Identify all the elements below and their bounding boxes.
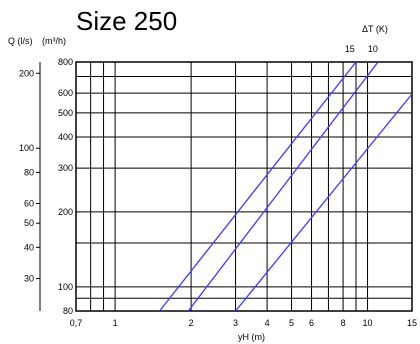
x-tick-label: 3 (233, 318, 238, 328)
plot-frame (76, 62, 412, 311)
m3h-tick-label: 400 (58, 132, 73, 142)
m3h-tick-label: 300 (58, 163, 73, 173)
ls-tick-label: 50 (24, 218, 34, 228)
m3h-tick-label: 800 (58, 57, 73, 67)
ls-tick-label: 40 (24, 242, 34, 252)
m3h-tick-label: 200 (58, 207, 73, 217)
series-line (188, 62, 378, 311)
x-tick-label: 6 (309, 318, 314, 328)
ls-tick-label: 200 (19, 68, 34, 78)
ls-tick-label: 60 (24, 198, 34, 208)
x-tick-label: 10 (363, 318, 373, 328)
x-tick-label: 8 (341, 318, 346, 328)
x-tick-label: 4 (265, 318, 270, 328)
series-line (236, 85, 420, 311)
x-tick-label: 2 (189, 318, 194, 328)
x-tick-label: 0,7 (70, 318, 83, 328)
ls-tick-label: 100 (19, 143, 34, 153)
m3h-tick-label: 600 (58, 88, 73, 98)
m3h-tick-label: 100 (58, 282, 73, 292)
series-line (160, 62, 356, 311)
m3h-tick-label: 80 (63, 306, 73, 316)
x-tick-label: 1 (113, 318, 118, 328)
m3h-tick-label: 500 (58, 108, 73, 118)
x-tick-label: 15 (407, 318, 417, 328)
series-label: 15 (345, 44, 355, 54)
ls-tick-label: 30 (24, 273, 34, 283)
series-label: 10 (368, 44, 378, 54)
x-tick-label: 5 (289, 318, 294, 328)
ls-tick-label: 80 (24, 167, 34, 177)
